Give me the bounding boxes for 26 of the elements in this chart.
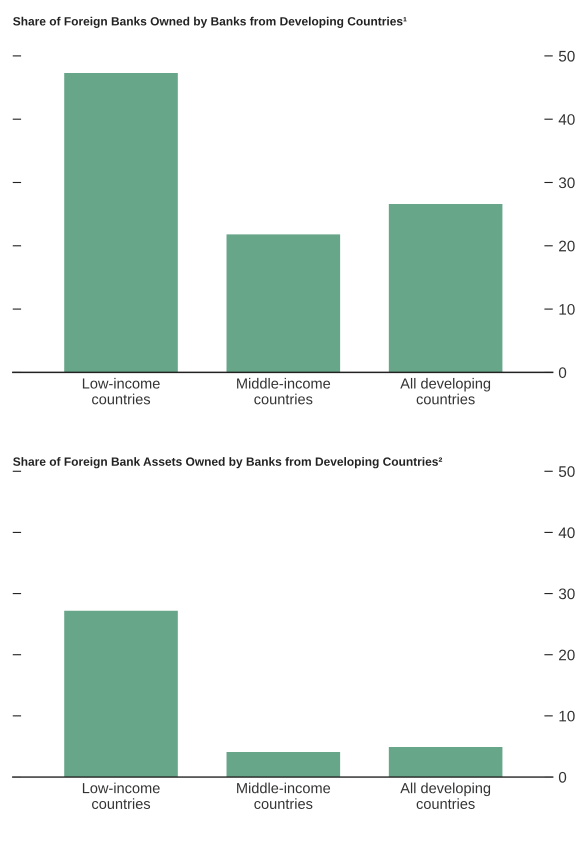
y-tick-label: 30 [558, 588, 575, 600]
bar [64, 72, 178, 372]
y-tick-label: 20 [559, 650, 575, 660]
bar [388, 747, 502, 778]
y-tick-label: 40 [558, 114, 575, 125]
bar [226, 234, 340, 372]
y-tick-label: 30 [558, 177, 575, 188]
x-tick-label: All developing countries [400, 782, 490, 809]
bar [226, 752, 340, 778]
x-tick-label: All developing countries [400, 378, 490, 404]
y-tick-label: 10 [559, 304, 575, 315]
x-tick-label: Low-income countries [82, 378, 160, 404]
y-tick-label: 20 [559, 240, 575, 252]
x-tick-label: Low-income countries [82, 782, 160, 809]
bar [64, 610, 178, 778]
chart-title: Share of Foreign Banks Owned by Banks from Developing Countries¹ [13, 16, 407, 28]
y-tick-label: 50 [558, 466, 575, 477]
chart-title: Share of Foreign Bank Assets Owned by Banks from Developing Countries² [13, 457, 442, 468]
y-tick-label: 10 [559, 710, 575, 722]
y-tick-label: 0 [558, 367, 566, 378]
bar [388, 204, 502, 372]
x-tick-label: Middle-income countries [237, 378, 330, 404]
y-tick-label: 40 [558, 527, 575, 538]
y-tick-label: 50 [558, 50, 575, 62]
x-tick-label: Middle-income countries [237, 782, 330, 809]
y-tick-label: 0 [558, 772, 566, 783]
